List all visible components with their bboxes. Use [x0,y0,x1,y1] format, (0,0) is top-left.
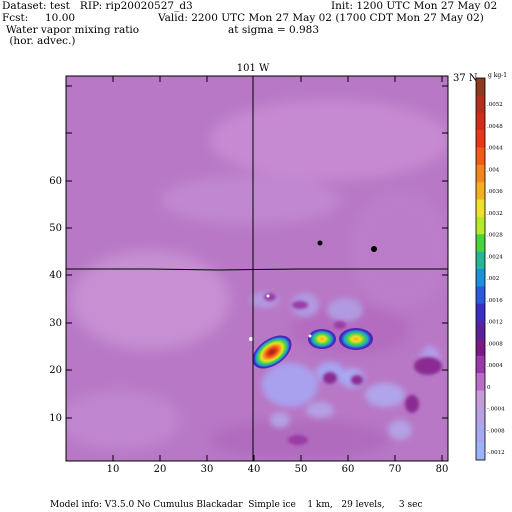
colorbar-frame [475,77,486,461]
x-tick-label: 50 [295,464,308,475]
colorbar-label: .0004 [487,363,503,369]
colorbar-segment [476,147,485,166]
positive-anomalies [264,293,442,445]
y-tick-label: 50 [49,223,62,234]
colorbar-segment [476,425,485,443]
colorbar-segment [476,407,485,426]
latitude-label: 37 N [453,73,478,84]
y-tick-label: 60 [49,176,62,187]
colorbar-label: .0016 [487,298,503,304]
city-marker [371,246,377,252]
colorbar-segment [476,251,485,270]
valid-time-label: Valid: 2200 UTC Mon 27 May 02 (1700 CDT … [158,12,484,24]
colorbar-label: .002 [487,276,499,282]
colorbar-label: .0028 [487,233,503,239]
advection-label: (hor. advec.) [6,35,76,47]
colorbar-segment [476,442,485,461]
y-tick-labels: 10 20 30 40 50 60 [49,176,62,424]
colorbar-label: .0052 [487,102,503,108]
colorbar-segment [476,216,485,235]
x-tick-label: 70 [389,464,402,475]
colorbar [475,77,486,461]
colorbar-labels: .0052 .0048 .0044 .004 .0036 .0032 .0028 .0024.… [487,102,505,456]
colorbar-segment [476,303,485,322]
init-time-label: Init: 1200 UTC Mon 27 May 02 [331,0,498,12]
colorbar-label: .0008 [487,341,503,347]
colorbar-segment [476,373,485,391]
colorbar-segment [476,269,485,287]
colorbar-segment [476,164,485,183]
y-tick-label: 30 [49,318,62,329]
colorbar-segment [476,95,485,114]
colorbar-segment [476,355,485,374]
colorbar-label: -.0008 [487,428,505,434]
x-tick-label: 80 [436,464,449,475]
x-tick-label: 10 [107,464,120,475]
colorbar-segment [476,338,485,357]
field-name-label: Water vapor mixing ratio [6,24,140,36]
colorbar-segment [476,182,485,200]
colorbar-segment [476,321,485,339]
sigma-level-label: at sigma = 0.983 [228,24,320,36]
colorbar-segment [476,112,485,131]
x-tick-label: 60 [342,464,355,475]
water-vapor-field [66,76,448,461]
colorbar-label: -.0004 [487,407,505,413]
forecast-hour-label: Fcst: 10.00 [2,12,76,24]
y-tick-label: 40 [49,270,62,281]
y-tick-label: 20 [49,365,62,376]
colorbar-label: .0048 [487,124,503,130]
y-axis-ticks [66,85,448,419]
city-marker [317,240,323,246]
state-boundary [66,268,448,271]
colorbar-segment [476,234,485,252]
colorbar-unit: g kg-1 [488,72,507,79]
colorbar-label: .0044 [487,146,503,152]
x-axis-ticks [112,76,443,461]
colorbar-label: -.0012 [487,450,505,456]
x-tick-labels: 10 20 30 40 50 60 70 80 [107,464,449,475]
plot-frame [65,75,449,462]
dataset-label: Dataset: test RIP: rip20020527_d3 [2,0,193,12]
colorbar-label: .0032 [487,211,503,217]
x-tick-label: 30 [201,464,214,475]
colorbar-label: .0024 [487,254,503,260]
colorbar-segment [476,390,485,409]
colorbar-label: .004 [487,167,500,173]
meridian-label: 101 W [237,63,270,74]
x-tick-label: 40 [248,464,261,475]
convective-cores [252,328,373,369]
y-tick-label: 10 [49,413,62,424]
colorbar-segment [476,286,485,305]
x-tick-label: 20 [154,464,167,475]
colorbar-label: .0012 [487,320,503,326]
colorbar-label: .0036 [487,189,503,195]
colorbar-label: 0 [487,385,491,391]
colorbar-segment [476,130,485,148]
colorbar-segment [476,199,485,218]
colorbar-segment [476,78,485,96]
model-info-label: Model info: V3.5.0 No Cumulus Blackadar … [50,500,423,510]
